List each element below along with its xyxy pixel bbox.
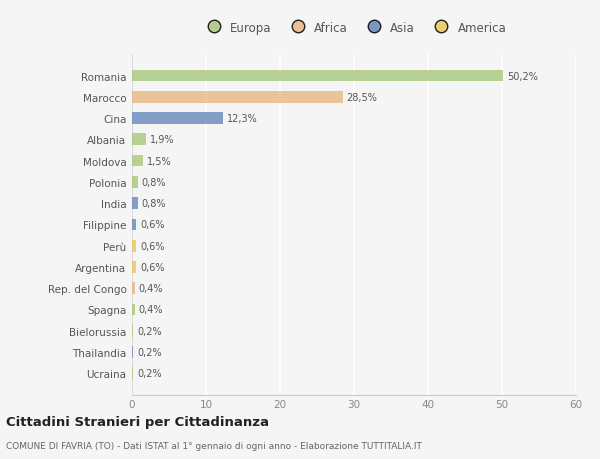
Text: 0,8%: 0,8% xyxy=(142,178,166,187)
Bar xyxy=(132,304,135,316)
Bar xyxy=(132,262,136,273)
Text: 1,5%: 1,5% xyxy=(147,156,172,166)
Bar xyxy=(132,92,343,103)
Text: COMUNE DI FAVRIA (TO) - Dati ISTAT al 1° gennaio di ogni anno - Elaborazione TUT: COMUNE DI FAVRIA (TO) - Dati ISTAT al 1°… xyxy=(6,441,422,450)
Bar xyxy=(132,347,133,358)
Bar xyxy=(132,198,138,209)
Bar xyxy=(132,241,136,252)
Text: 28,5%: 28,5% xyxy=(347,93,377,102)
Legend: Europa, Africa, Asia, America: Europa, Africa, Asia, America xyxy=(197,17,511,39)
Text: 0,6%: 0,6% xyxy=(140,220,164,230)
Bar xyxy=(132,113,223,125)
Text: Cittadini Stranieri per Cittadinanza: Cittadini Stranieri per Cittadinanza xyxy=(6,415,269,428)
Text: 0,4%: 0,4% xyxy=(139,305,163,315)
Text: 12,3%: 12,3% xyxy=(227,114,257,124)
Text: 0,2%: 0,2% xyxy=(137,347,162,357)
Bar xyxy=(132,325,133,337)
Text: 1,9%: 1,9% xyxy=(150,135,174,145)
Text: 0,2%: 0,2% xyxy=(137,326,162,336)
Bar xyxy=(132,71,503,82)
Bar xyxy=(132,134,146,146)
Text: 0,8%: 0,8% xyxy=(142,199,166,209)
Bar xyxy=(132,368,133,379)
Bar xyxy=(132,219,136,231)
Bar xyxy=(132,177,138,188)
Text: 0,4%: 0,4% xyxy=(139,284,163,294)
Bar xyxy=(132,283,135,294)
Bar xyxy=(132,156,143,167)
Text: 0,6%: 0,6% xyxy=(140,263,164,272)
Text: 0,2%: 0,2% xyxy=(137,369,162,379)
Text: 0,6%: 0,6% xyxy=(140,241,164,251)
Text: 50,2%: 50,2% xyxy=(507,71,538,81)
